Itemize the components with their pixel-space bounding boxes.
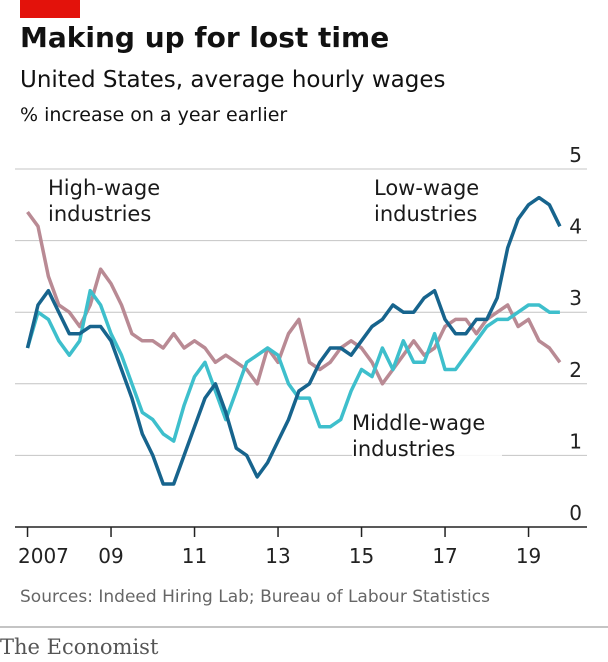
x-tick-label: 13	[265, 544, 290, 568]
series-line	[25, 288, 560, 443]
series-label: High-wage industries	[48, 175, 168, 227]
x-tick-label: 11	[182, 544, 207, 568]
series-line	[25, 195, 562, 486]
brand: The Economist	[0, 635, 159, 659]
y-label: % increase on a year earlier	[20, 104, 287, 126]
x-tick-label: 15	[349, 544, 374, 568]
x-tick-label: 09	[98, 544, 123, 568]
y-tick-label: 3	[569, 286, 582, 310]
brand-tag	[20, 0, 80, 18]
chart-title: Making up for lost time	[20, 21, 389, 54]
x-tick-label: 17	[432, 544, 457, 568]
series-line	[26, 210, 562, 386]
y-tick-label: 1	[569, 429, 582, 453]
series-label: Low-wage industries	[374, 175, 494, 227]
series-label: Middle-wage industries	[352, 410, 502, 462]
y-tick-label: 2	[569, 358, 582, 382]
x-tick-label: 2007	[18, 544, 69, 568]
source: Sources: Indeed Hiring Lab; Bureau of La…	[20, 587, 490, 607]
y-tick-label: 4	[569, 215, 582, 239]
subtitle: United States, average hourly wages	[20, 67, 445, 93]
y-tick-label: 0	[569, 501, 582, 525]
y-tick-label: 5	[569, 143, 582, 167]
x-tick-label: 19	[516, 544, 541, 568]
